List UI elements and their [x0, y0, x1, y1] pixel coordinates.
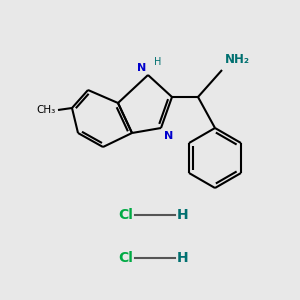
Text: Cl: Cl: [118, 208, 133, 222]
Text: NH₂: NH₂: [225, 53, 250, 66]
Text: CH₃: CH₃: [37, 105, 56, 115]
Text: Cl: Cl: [118, 251, 133, 265]
Text: N: N: [164, 131, 173, 141]
Text: N: N: [137, 63, 146, 73]
Text: H: H: [177, 251, 189, 265]
Text: H: H: [154, 57, 162, 67]
Text: H: H: [177, 208, 189, 222]
